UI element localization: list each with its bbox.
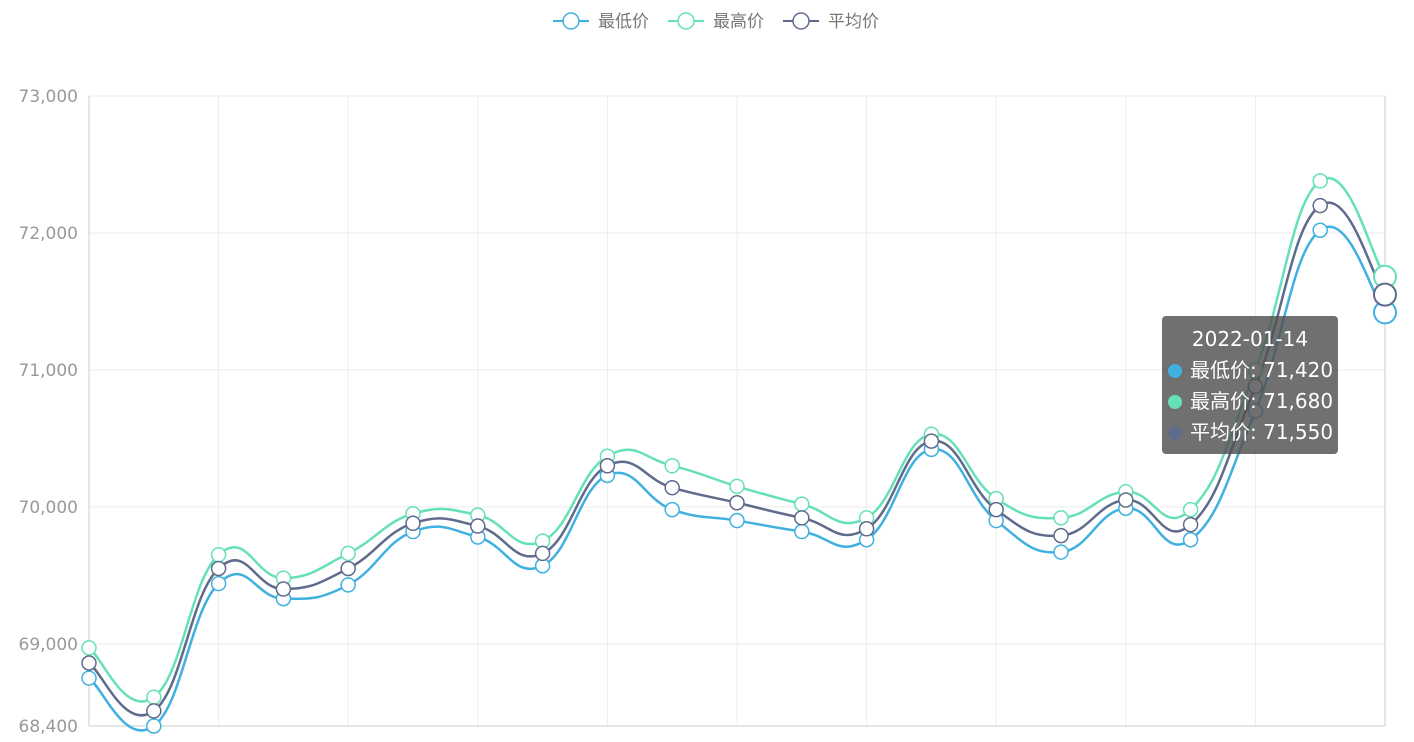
data-point-avg <box>1118 492 1134 508</box>
data-point-max <box>729 478 745 495</box>
y-tick-label: 72,000 <box>19 224 78 244</box>
data-point-min <box>794 523 810 540</box>
data-point-max <box>81 640 97 656</box>
data-point-min <box>81 670 97 686</box>
legend-marker-avg <box>792 12 810 30</box>
data-point-max <box>146 689 162 705</box>
data-point-min <box>1312 222 1328 238</box>
data-point-avg <box>470 518 486 534</box>
data-point-min <box>1182 531 1199 548</box>
legend-label-min: 最低价 <box>598 12 649 32</box>
data-point-avg <box>664 479 680 496</box>
tooltip-row-avg: 平均价: 71,550 <box>1168 417 1334 448</box>
data-point-min <box>1053 544 1069 560</box>
y-tick-label: 70,000 <box>19 498 78 518</box>
data-point-max <box>664 458 680 474</box>
y-tick-label: 71,000 <box>19 361 78 381</box>
data-point-min <box>729 512 745 529</box>
data-point-avg <box>923 433 940 449</box>
data-point-avg <box>599 458 616 474</box>
data-point-min <box>340 577 356 593</box>
data-point-max <box>340 545 356 562</box>
tooltip-dot-max <box>1168 395 1182 409</box>
data-point-max <box>1312 173 1328 189</box>
data-point-avg <box>210 560 227 577</box>
data-point-max <box>1053 510 1069 526</box>
tooltip-dot-min <box>1168 364 1182 378</box>
data-point-min <box>146 718 162 734</box>
legend-label-max: 最高价 <box>713 12 764 32</box>
tooltip-label-min: 最低价: 71,420 <box>1190 358 1334 382</box>
legend-item-avg: 平均价 <box>783 12 879 32</box>
data-point-avg <box>275 581 292 597</box>
data-point-avg <box>405 515 421 532</box>
legend-item-max: 最高价 <box>668 12 764 32</box>
tooltip-row-max: 最高价: 71,680 <box>1168 386 1334 417</box>
data-point-avg <box>1182 516 1199 533</box>
data-point-max <box>1182 501 1199 518</box>
y-tick-label: 69,000 <box>19 635 78 655</box>
legend-marker-max <box>677 12 695 30</box>
legend-marker-min <box>562 12 580 30</box>
data-point-avg <box>1312 197 1328 214</box>
data-point-avg <box>794 510 810 526</box>
data-point-avg <box>1373 282 1397 307</box>
data-tooltip: 2022-01-14 最低价: 71,420 最高价: 71,680 平均价: … <box>1162 316 1338 454</box>
data-point-avg <box>534 545 551 562</box>
data-point-max <box>210 547 227 563</box>
tooltip-title: 2022-01-14 <box>1191 327 1309 351</box>
data-point-min <box>664 501 680 518</box>
tooltip-dot-avg <box>1168 426 1182 440</box>
data-point-avg <box>988 501 1004 518</box>
data-point-max <box>794 496 810 512</box>
y-tick-label: 73,000 <box>19 87 78 107</box>
data-point-avg <box>146 703 162 719</box>
data-point-avg <box>340 560 356 577</box>
y-tick-label: 68,400 <box>19 717 78 737</box>
legend-label-avg: 平均价 <box>828 12 879 32</box>
data-point-avg <box>81 655 97 671</box>
data-point-avg <box>858 521 875 537</box>
legend-item-min: 最低价 <box>553 12 649 32</box>
tooltip-row-min: 最低价: 71,420 <box>1168 355 1334 386</box>
data-point-min <box>210 575 227 592</box>
data-point-avg <box>1053 527 1069 544</box>
tooltip-label-avg: 平均价: 71,550 <box>1190 420 1334 444</box>
tooltip-label-max: 最高价: 71,680 <box>1190 389 1334 413</box>
data-point-avg <box>729 495 745 511</box>
